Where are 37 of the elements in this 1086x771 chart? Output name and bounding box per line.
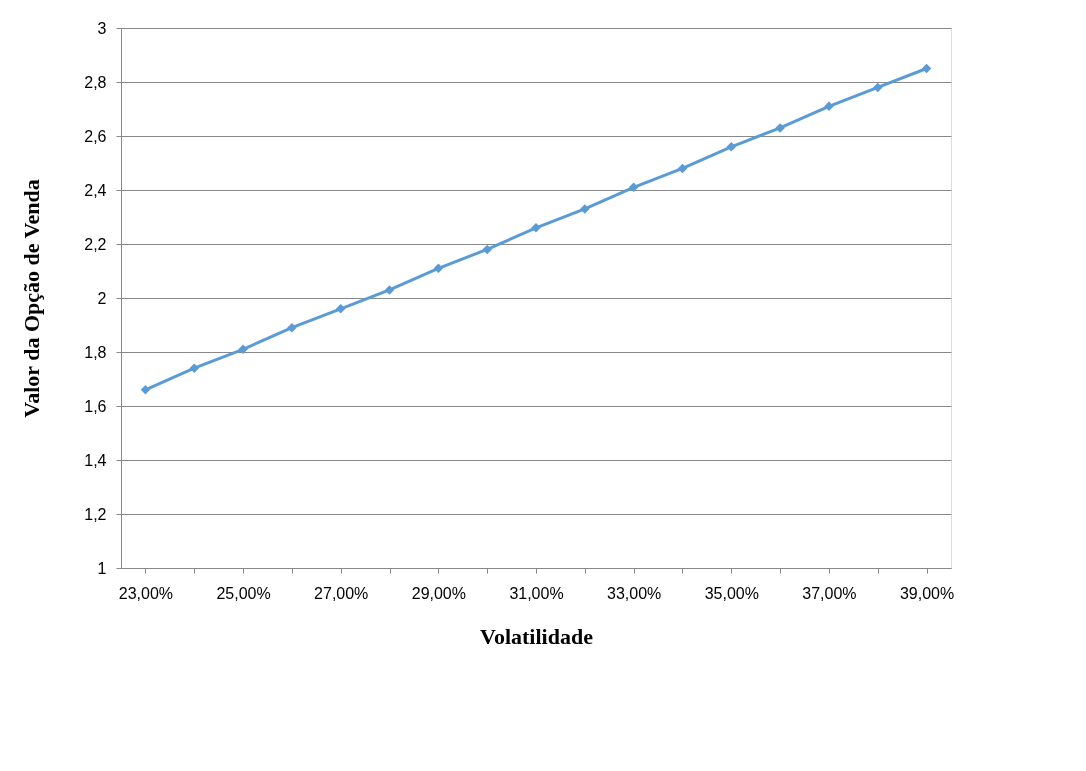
point [824,101,834,112]
x-tick-label: 23,00% [118,584,174,602]
point [482,244,492,255]
point [580,204,590,214]
point [921,63,932,74]
y-tick-label: 2,8 [84,73,107,91]
y-tick-label: 2 [97,289,107,307]
point [628,182,639,193]
y-tick-label: 2,6 [84,127,107,145]
y-tick-label: 2,4 [84,181,107,199]
y-axis-title: Valor da Opção de Venda [19,179,45,418]
point [140,385,151,395]
point [238,344,248,355]
point [335,304,346,314]
x-axis-title: Volatilidade [480,623,594,649]
y-tick-label: 1,2 [84,505,107,523]
point [189,363,199,373]
x-tick-label: 33,00% [607,584,662,602]
y-tick-label: 1,8 [84,343,107,361]
x-tick-label: 27,00% [314,584,369,602]
y-tick-label: 1,6 [84,397,107,415]
point [873,82,883,93]
x-tick-label: 37,00% [802,584,857,602]
point [677,163,688,174]
point [726,142,737,152]
y-tick-label: 3 [97,19,107,37]
point [384,285,395,295]
x-tick-label: 31,00% [509,584,564,602]
x-tick-label: 39,00% [899,584,955,602]
x-tick-label: 29,00% [411,584,466,602]
point [433,263,444,274]
y-tick-label: 2,2 [84,235,107,253]
point [287,322,297,333]
y-tick-label: 1 [97,559,107,577]
y-tick-label: 1,4 [84,451,107,469]
x-tick-label: 25,00% [216,584,271,602]
x-tick-label: 35,00% [704,584,759,602]
